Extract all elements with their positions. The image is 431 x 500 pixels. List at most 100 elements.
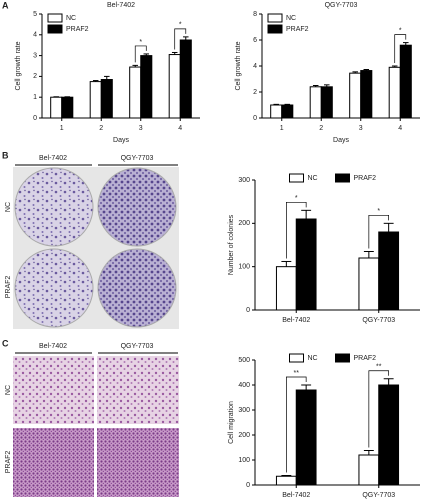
x-axis-label: Days bbox=[113, 137, 129, 144]
bar bbox=[378, 384, 400, 486]
bar bbox=[168, 54, 181, 119]
y-axis-label: Cell growth rate bbox=[235, 41, 242, 90]
significance-bracket bbox=[174, 28, 187, 50]
bar bbox=[270, 104, 283, 119]
bar bbox=[89, 81, 102, 119]
significance-label: * bbox=[179, 22, 182, 29]
legend-swatch bbox=[267, 13, 283, 23]
legend-swatch bbox=[335, 353, 350, 363]
y-tick-label: 4 bbox=[253, 63, 257, 70]
x-tick-label: 1 bbox=[60, 125, 64, 132]
y-tick-label: 200 bbox=[238, 220, 250, 227]
bar bbox=[275, 475, 297, 486]
significance-label: ** bbox=[294, 370, 300, 377]
column-label: Bel-7402 bbox=[39, 155, 67, 162]
colony-images: Bel-7402 QGY-7703 NC PRAF2 bbox=[5, 155, 179, 329]
y-tick-label: 100 bbox=[238, 457, 250, 464]
bar bbox=[100, 79, 113, 119]
legend-label: PRAF2 bbox=[354, 175, 377, 182]
y-tick-label: 0 bbox=[246, 307, 250, 314]
y-tick-label: 1 bbox=[33, 94, 37, 101]
legend-swatch bbox=[267, 24, 283, 34]
chart-title: Bel-7402 bbox=[107, 2, 135, 9]
significance-bracket bbox=[368, 214, 389, 249]
column-label: QGY-7703 bbox=[121, 343, 154, 350]
bar bbox=[281, 104, 294, 119]
y-tick-label: 300 bbox=[238, 407, 250, 414]
bar bbox=[360, 70, 373, 119]
bar bbox=[50, 96, 63, 119]
x-tick-label: 4 bbox=[398, 125, 402, 132]
x-tick-label: 2 bbox=[99, 125, 103, 132]
x-tick-label: 2 bbox=[319, 125, 323, 132]
legend-label: NC bbox=[308, 175, 318, 182]
y-tick-label: 300 bbox=[238, 177, 250, 184]
x-tick-label: QGY-7703 bbox=[362, 317, 395, 324]
bar bbox=[129, 66, 142, 119]
bar bbox=[320, 86, 333, 119]
panel-label: C bbox=[2, 338, 9, 348]
significance-label: * bbox=[295, 195, 298, 202]
legend-swatch bbox=[289, 353, 304, 363]
x-tick-label: Bel-7402 bbox=[282, 317, 310, 324]
bar bbox=[179, 39, 192, 119]
legend-swatch bbox=[289, 173, 304, 183]
y-tick-label: 2 bbox=[253, 89, 257, 96]
y-tick-label: 5 bbox=[33, 11, 37, 18]
y-tick-label: 8 bbox=[253, 11, 257, 18]
x-tick-label: Bel-7402 bbox=[282, 492, 310, 499]
legend-label: NC bbox=[286, 15, 296, 22]
y-tick-label: 0 bbox=[33, 115, 37, 122]
bar bbox=[309, 86, 322, 119]
legend-swatch bbox=[47, 13, 63, 23]
y-tick-label: 400 bbox=[238, 382, 250, 389]
y-tick-label: 2 bbox=[33, 73, 37, 80]
legend-label: PRAF2 bbox=[286, 26, 309, 33]
y-tick-label: 4 bbox=[33, 32, 37, 39]
row-label: PRAF2 bbox=[5, 451, 12, 474]
x-tick-label: 3 bbox=[359, 125, 363, 132]
significance-label: ** bbox=[376, 364, 382, 371]
row-label: NC bbox=[5, 202, 12, 212]
panel-label: A bbox=[2, 0, 9, 10]
micrograph bbox=[97, 428, 179, 497]
y-tick-label: 0 bbox=[253, 115, 257, 122]
bar bbox=[275, 266, 297, 311]
bar bbox=[399, 44, 412, 119]
legend-label: PRAF2 bbox=[354, 355, 377, 362]
bar bbox=[349, 72, 362, 119]
significance-bracket bbox=[368, 370, 389, 448]
bar bbox=[388, 66, 401, 119]
plate bbox=[14, 167, 94, 247]
y-tick-label: 3 bbox=[33, 52, 37, 59]
significance-bracket bbox=[286, 201, 307, 259]
x-tick-label: QGY-7703 bbox=[362, 492, 395, 499]
column-label: Bel-7402 bbox=[39, 343, 67, 350]
bar bbox=[295, 389, 317, 486]
chart-title: QGY-7703 bbox=[325, 2, 358, 9]
y-tick-label: 0 bbox=[246, 482, 250, 489]
bar bbox=[61, 96, 74, 119]
micrograph bbox=[13, 356, 94, 424]
significance-bracket bbox=[286, 376, 307, 473]
bar bbox=[358, 454, 380, 486]
row-label: PRAF2 bbox=[5, 276, 12, 299]
y-tick-label: 500 bbox=[238, 357, 250, 364]
bar bbox=[378, 231, 400, 311]
plate bbox=[14, 248, 94, 328]
y-axis-label: Cell migration bbox=[228, 401, 235, 444]
significance-label: * bbox=[139, 39, 142, 46]
legend-label: NC bbox=[66, 15, 76, 22]
panel-label: B bbox=[2, 150, 9, 160]
bar bbox=[295, 218, 317, 311]
legend-label: NC bbox=[308, 355, 318, 362]
plate bbox=[97, 248, 177, 328]
x-tick-label: 3 bbox=[139, 125, 143, 132]
micrograph bbox=[97, 356, 179, 424]
y-tick-label: 6 bbox=[253, 37, 257, 44]
significance-label: * bbox=[399, 27, 402, 34]
significance-bracket bbox=[394, 34, 407, 63]
y-axis-label: Number of colonies bbox=[228, 214, 235, 275]
legend-label: PRAF2 bbox=[66, 26, 89, 33]
bar bbox=[358, 257, 380, 311]
